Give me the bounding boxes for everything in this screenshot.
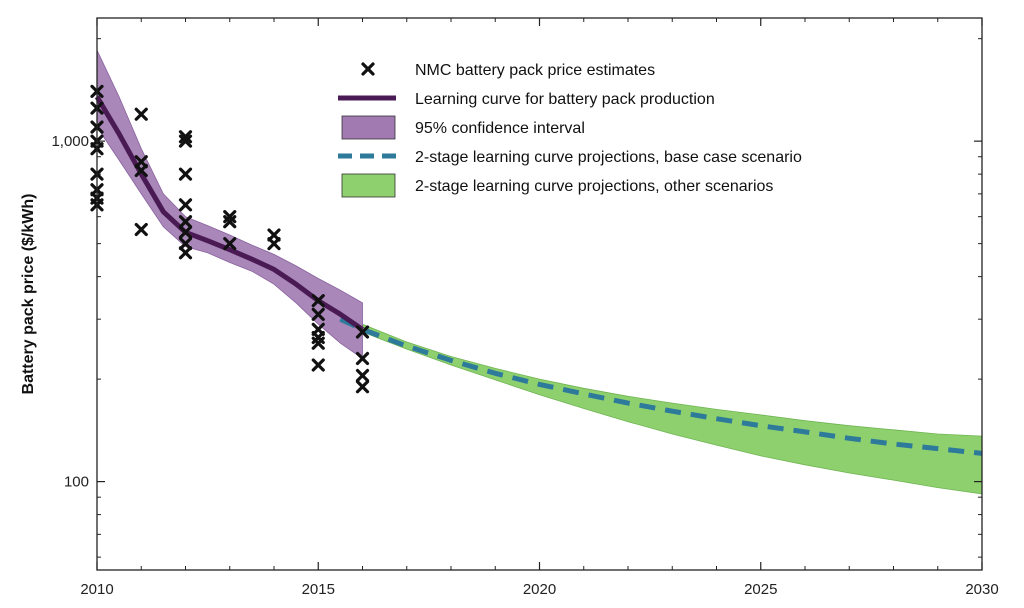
- marker-stroke: [134, 222, 148, 237]
- legend-patch-swatch: [341, 173, 396, 198]
- price-estimate-point: [178, 167, 193, 181]
- legend-label: NMC battery pack price estimates: [415, 62, 655, 79]
- legend-patch-swatch: [341, 115, 396, 140]
- price-estimate-point: [355, 325, 370, 339]
- y-axis-label: Battery pack price ($/kWh): [20, 194, 37, 395]
- price-estimate-point: [223, 215, 237, 229]
- marker-stroke: [178, 225, 193, 239]
- legend-label: 2-stage learning curve projections, othe…: [415, 178, 773, 195]
- marker-stroke: [311, 358, 325, 372]
- price-estimate-point: [178, 237, 193, 251]
- x-tick-label: 2030: [965, 581, 998, 598]
- legend-item: 95% confidence interval: [341, 115, 585, 140]
- marker-stroke: [355, 368, 370, 383]
- marker-stroke: [361, 62, 375, 76]
- price-estimate-point: [178, 215, 193, 229]
- marker-stroke: [178, 215, 193, 229]
- marker-stroke: [223, 215, 237, 229]
- marker-stroke: [178, 167, 193, 181]
- price-estimate-point: [311, 358, 325, 372]
- marker-stroke: [311, 294, 325, 308]
- marker-stroke: [134, 107, 148, 121]
- confidence-interval-band: [96, 50, 363, 360]
- legend-item: 2-stage learning curve projections, base…: [338, 149, 802, 166]
- legend-label: Learning curve for battery pack producti…: [415, 91, 715, 108]
- legend-label: 2-stage learning curve projections, base…: [415, 149, 802, 166]
- marker-stroke: [267, 237, 281, 251]
- marker-stroke: [134, 163, 148, 178]
- legend-item: NMC battery pack price estimates: [361, 62, 655, 79]
- price-estimate-point: [311, 294, 325, 308]
- price-estimate-point: [134, 163, 148, 178]
- legend-item: 2-stage learning curve projections, othe…: [341, 173, 773, 198]
- legend-item: Learning curve for battery pack producti…: [338, 91, 715, 108]
- x-tick-label: 2015: [302, 581, 335, 598]
- marker-stroke: [178, 134, 193, 148]
- price-estimate-point: [178, 198, 193, 212]
- marker-stroke: [355, 351, 370, 366]
- price-estimate-point: [311, 307, 325, 321]
- price-estimate-point: [178, 130, 193, 144]
- marker-stroke: [223, 237, 237, 251]
- marker-stroke: [311, 336, 325, 350]
- marker-stroke: [178, 198, 193, 212]
- price-estimate-point: [355, 351, 370, 366]
- marker-stroke: [355, 325, 370, 339]
- marker-stroke: [178, 130, 193, 144]
- legend-x-marker: [361, 62, 375, 76]
- marker-stroke: [311, 307, 325, 321]
- price-estimate-point: [178, 225, 193, 239]
- marker-stroke: [178, 237, 193, 251]
- legend: NMC battery pack price estimates Learning…: [338, 62, 802, 198]
- band-layer: [96, 50, 983, 495]
- y-tick-label: 100: [64, 474, 89, 491]
- price-estimate-point: [355, 380, 370, 394]
- price-estimate-point: [178, 246, 193, 260]
- price-estimate-point: [134, 107, 148, 121]
- x-tick-label: 2025: [744, 581, 777, 598]
- price-estimate-point: [178, 134, 193, 148]
- price-estimate-point: [223, 237, 237, 251]
- price-estimate-point: [311, 336, 325, 350]
- x-tick-label: 2010: [80, 581, 113, 598]
- price-estimate-point: [355, 368, 370, 383]
- marker-stroke: [355, 380, 370, 394]
- base-case-projection-line: [339, 316, 983, 456]
- price-estimate-point: [134, 222, 148, 237]
- y-tick-label: 1,000: [51, 133, 89, 150]
- price-estimate-point: [267, 237, 281, 251]
- legend-label: 95% confidence interval: [415, 120, 585, 137]
- axis-layer: 2010 2015 2020 2025 2030 100 1,000: [51, 17, 999, 598]
- x-tick-label: 2020: [523, 581, 556, 598]
- marker-stroke: [178, 246, 193, 260]
